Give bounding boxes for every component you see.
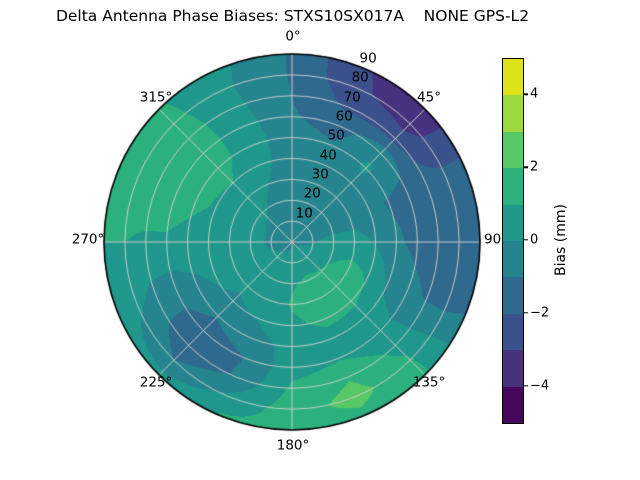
radial-tick-label: 30 <box>311 166 329 183</box>
theta-label-315: 315° <box>139 89 173 106</box>
theta-label-45: 45° <box>417 89 441 106</box>
theta-label-270: 270° <box>71 231 105 248</box>
radial-tick-label: 70 <box>343 89 361 106</box>
theta-label-180: 180° <box>276 437 310 454</box>
radial-tick-label: 40 <box>319 147 337 164</box>
colorbar-band <box>503 168 523 205</box>
radial-tick-label: 10 <box>295 205 313 222</box>
colorbar-band <box>503 241 523 278</box>
colorbar-tick-label: 0 <box>530 232 539 248</box>
colorbar-tick-label: −2 <box>530 305 550 321</box>
colorbar-axis-label: Bias (mm) <box>553 203 569 277</box>
theta-label-225: 225° <box>139 374 173 391</box>
colorbar-band <box>503 95 523 132</box>
colorbar-band <box>503 350 523 387</box>
colorbar-band <box>503 313 523 351</box>
radial-tick-label: 20 <box>303 185 321 202</box>
colorbar-tick-mark <box>523 312 528 314</box>
colorbar-tick-mark <box>523 239 528 241</box>
polar-contour-plot <box>102 52 482 432</box>
colorbar-band <box>503 59 523 96</box>
figure-title: Delta Antenna Phase Biases: STXS10SX017A… <box>55 7 530 25</box>
colorbar-band <box>503 386 523 424</box>
radial-tick-label: 90 <box>359 50 377 67</box>
colorbar-tick-mark <box>523 166 528 168</box>
colorbar-tick-label: 4 <box>530 86 539 102</box>
theta-label-0: 0° <box>285 28 301 45</box>
theta-label-135: 135° <box>412 374 446 391</box>
colorbar-band <box>503 131 523 169</box>
radial-tick-label: 60 <box>335 108 353 125</box>
radial-tick-label: 80 <box>351 70 369 87</box>
theta-label-90: 90° <box>484 231 508 248</box>
colorbar-tick-label: 2 <box>530 159 539 175</box>
colorbar-tick-mark <box>523 384 528 387</box>
colorbar-tick-label: −4 <box>530 378 550 394</box>
colorbar <box>502 58 524 424</box>
radial-tick-label: 50 <box>327 127 345 144</box>
colorbar-band <box>503 277 523 314</box>
colorbar-tick-mark <box>523 93 528 96</box>
colorbar-gradient <box>503 59 523 424</box>
colorbar-band <box>503 204 523 242</box>
